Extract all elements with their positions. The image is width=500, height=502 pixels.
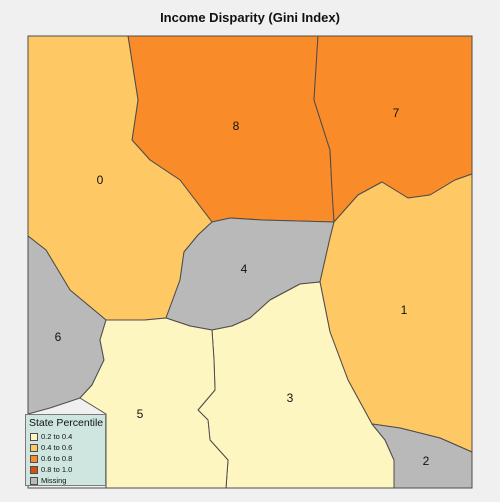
region-2[interactable] xyxy=(371,423,473,489)
region-5[interactable] xyxy=(79,317,229,489)
region-label-8: 8 xyxy=(233,119,240,133)
map-title: Income Disparity (Gini Index) xyxy=(160,10,340,25)
region-label-7: 7 xyxy=(393,106,400,120)
legend-label: 0.2 to 0.4 xyxy=(41,432,73,441)
region-label-3: 3 xyxy=(287,391,294,405)
legend-swatch xyxy=(30,465,38,474)
legend-label: Missing xyxy=(41,476,67,485)
legend-title: State Percentile xyxy=(29,417,104,429)
region-label-4: 4 xyxy=(241,262,248,276)
map-legend: State Percentile 0.2 to 0.4 0.4 to 0.6 0… xyxy=(25,414,106,486)
legend-item: 0.2 to 0.4 xyxy=(30,431,72,442)
region-label-6: 6 xyxy=(55,330,62,344)
region-label-0: 0 xyxy=(97,173,104,187)
legend-item: Missing xyxy=(30,475,66,486)
legend-item: 0.6 to 0.8 xyxy=(30,453,72,464)
legend-swatch xyxy=(30,454,38,463)
legend-swatch xyxy=(30,476,38,485)
legend-swatch xyxy=(30,432,38,441)
legend-item: 0.8 to 1.0 xyxy=(30,464,72,475)
legend-label: 0.6 to 0.8 xyxy=(41,454,73,463)
region-label-2: 2 xyxy=(423,454,430,468)
legend-swatch xyxy=(30,443,38,452)
legend-item: 0.4 to 0.6 xyxy=(30,442,72,453)
legend-label: 0.4 to 0.6 xyxy=(41,443,73,452)
legend-label: 0.8 to 1.0 xyxy=(41,465,73,474)
region-label-1: 1 xyxy=(401,303,408,317)
region-label-5: 5 xyxy=(137,407,144,421)
